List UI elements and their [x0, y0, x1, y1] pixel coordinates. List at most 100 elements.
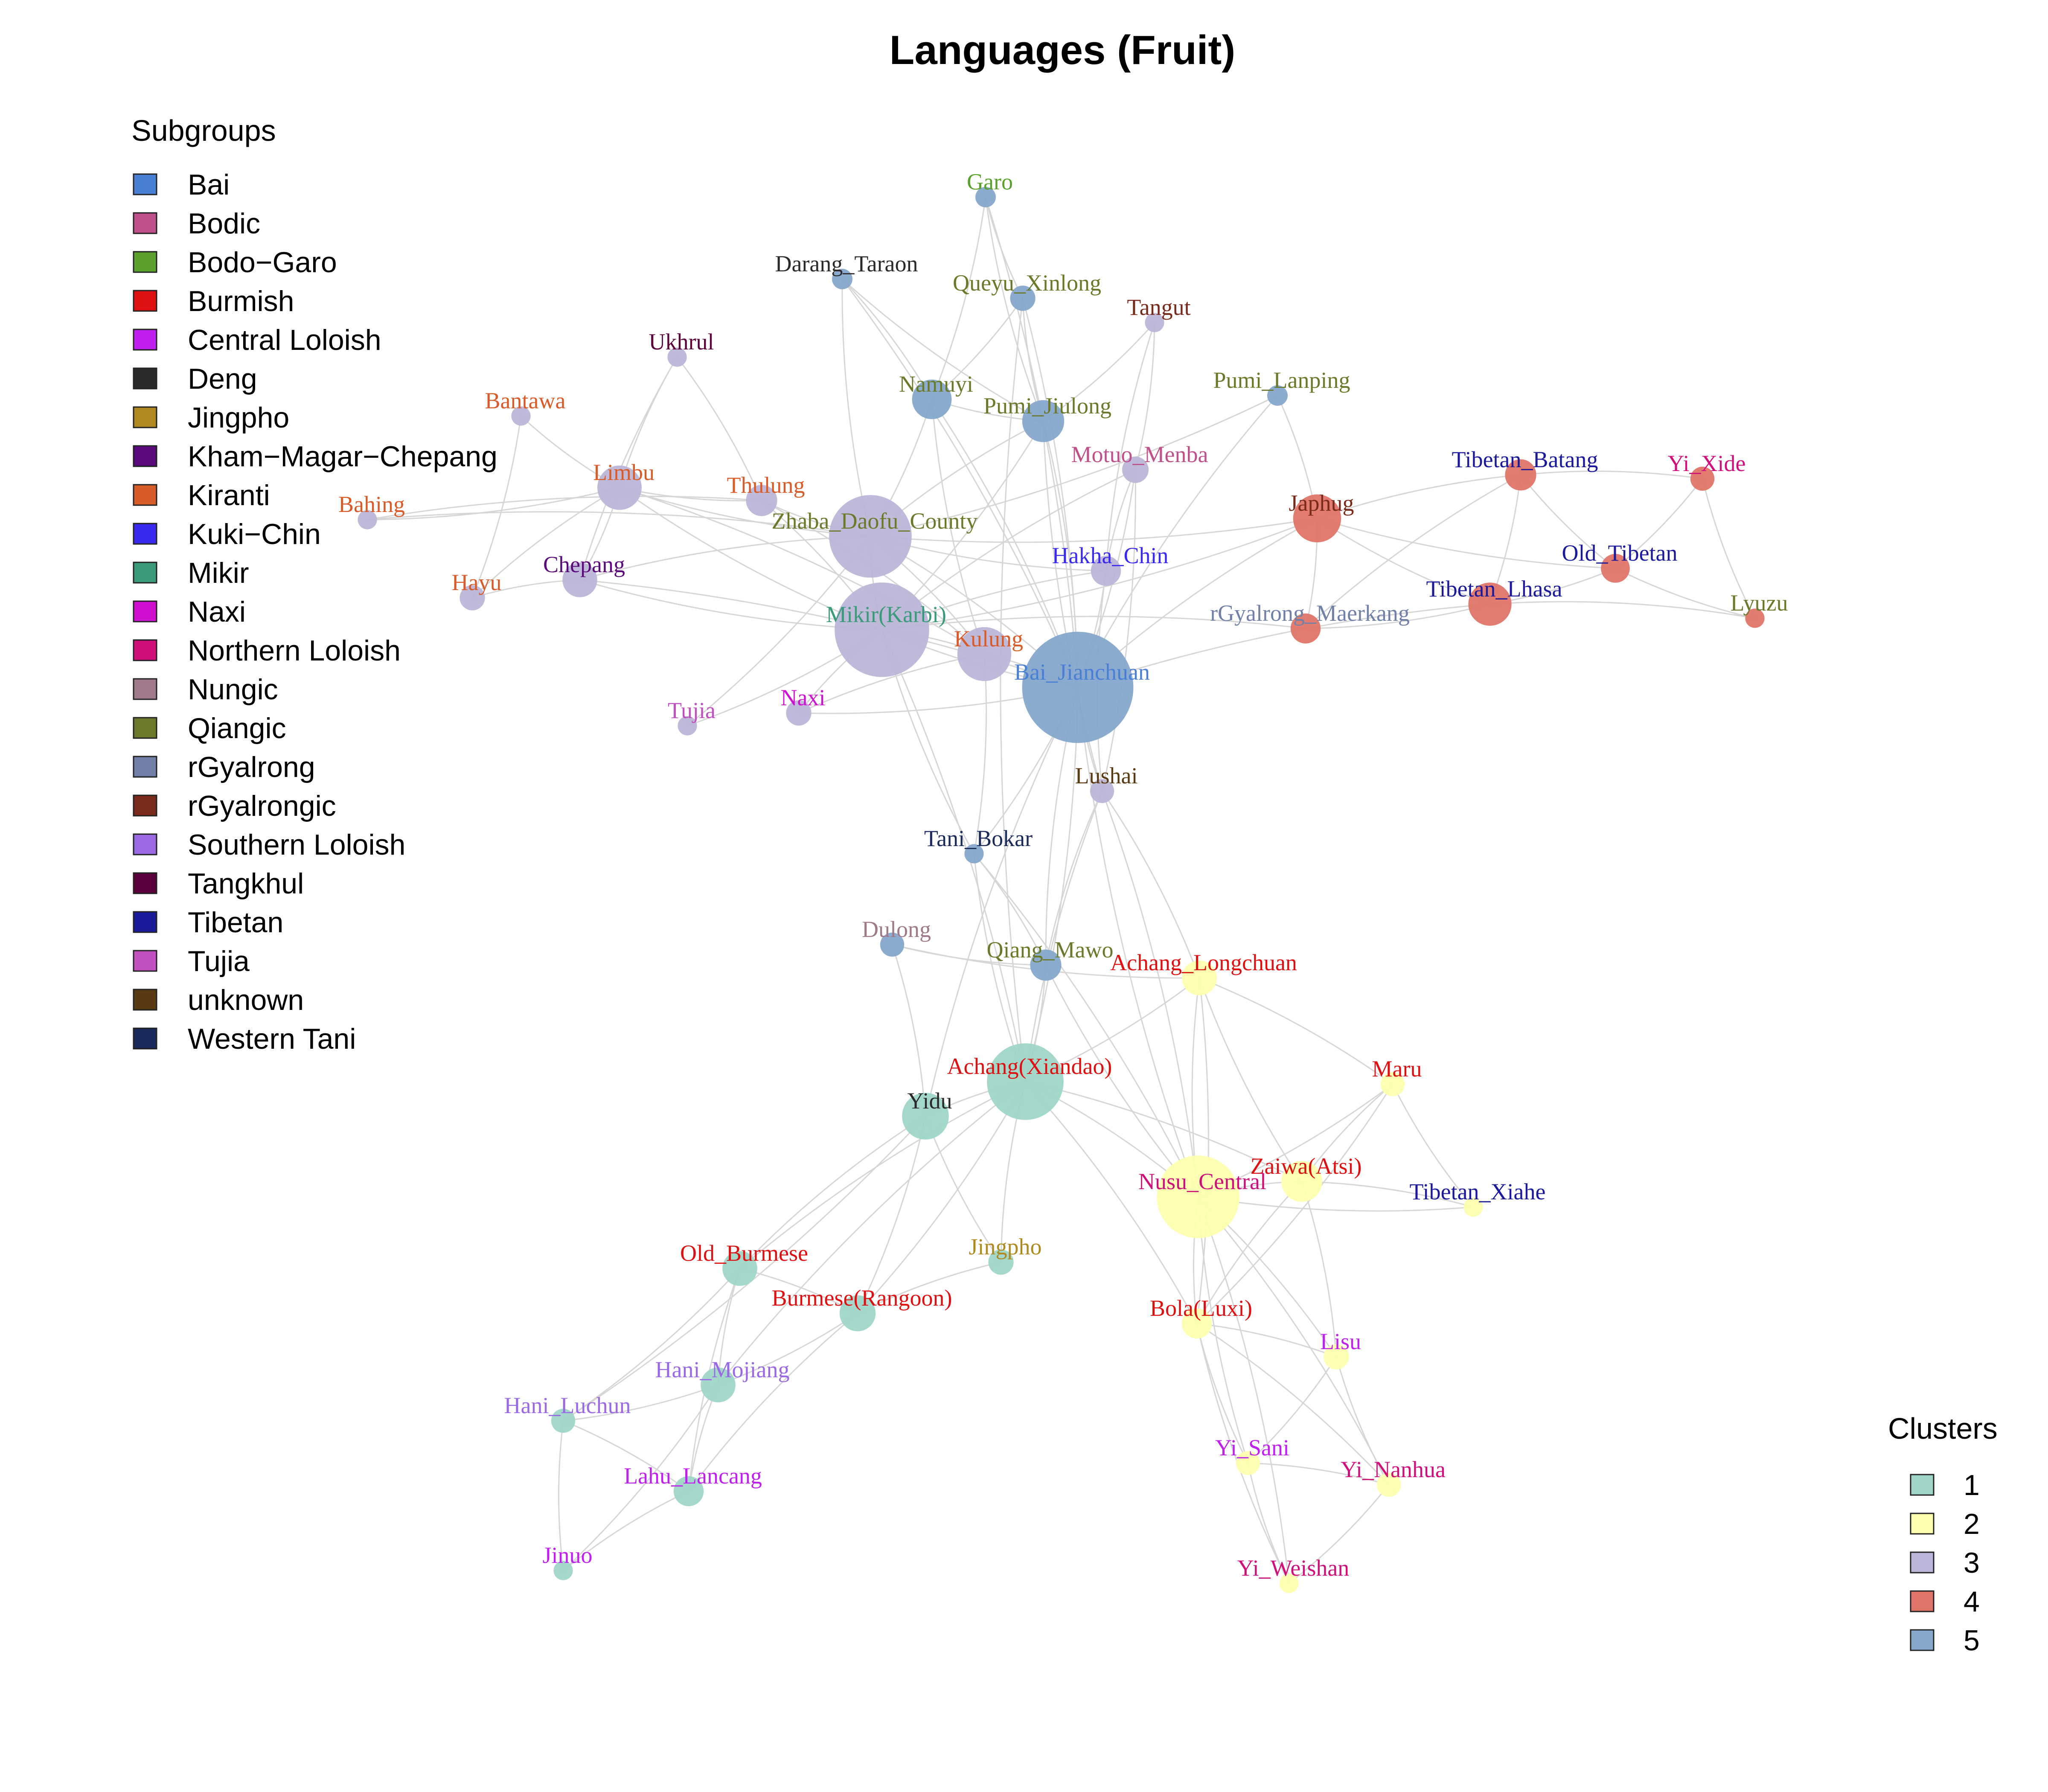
edge-garo-queyu-xinlong [985, 197, 1024, 299]
node-jingpho[interactable] [988, 1249, 1014, 1275]
node-rgyalrong-maerkang[interactable] [1290, 613, 1321, 644]
node-burmese-rangoon[interactable] [839, 1295, 876, 1332]
node-japhug[interactable] [1293, 494, 1341, 543]
node-qiang-mawo[interactable] [1030, 949, 1062, 981]
node-achang-xiandao[interactable] [987, 1043, 1064, 1120]
node-label-thulung: Thulung [727, 472, 805, 498]
node-bantawa[interactable] [511, 406, 531, 426]
node-yi-xide[interactable] [1690, 466, 1715, 491]
cluster-label-2: 2 [1964, 1508, 1980, 1540]
subgroup-label-unknown: unknown [188, 984, 304, 1016]
node-ukhrul[interactable] [667, 347, 687, 367]
edge-hani-luchun-jinuo [558, 1420, 564, 1571]
node-label-qiang-mawo: Qiang_Mawo [987, 937, 1114, 963]
node-label-darang-taraon: Darang_Taraon [775, 251, 918, 276]
node-label-pumi-lanping: Pumi_Lanping [1213, 367, 1350, 393]
node-hayu[interactable] [460, 585, 485, 611]
edge-bola-luxi-yi-weishan [1196, 1323, 1290, 1584]
node-yi-weishan[interactable] [1279, 1574, 1299, 1593]
node-label-achang-longchuan: Achang_Longchuan [1110, 950, 1297, 975]
edge-nusu-central-yi-nanhua [1197, 1196, 1390, 1485]
node-label-yi-weishan: Yi_Weishan [1237, 1555, 1350, 1581]
node-label-tujia: Tujia [668, 698, 716, 723]
node-limbu[interactable] [597, 465, 642, 510]
edge-zaiwa-atsi-bola-luxi [1196, 1181, 1303, 1324]
node-naxi[interactable] [786, 700, 812, 726]
edge-yi-xide-lyuzu [1702, 478, 1756, 619]
node-label-bai-jianchuan: Bai_Jianchuan [1014, 659, 1150, 685]
node-lyuzu[interactable] [1745, 608, 1765, 628]
node-tujia[interactable] [678, 716, 697, 736]
subgroup-swatch-deng [133, 367, 157, 390]
node-queyu-xinlong[interactable] [1010, 285, 1036, 311]
subgroup-label-western-tani: Western Tani [188, 1023, 356, 1055]
node-kulung[interactable] [957, 627, 1012, 681]
node-thulung[interactable] [746, 485, 777, 516]
cluster-label-5: 5 [1964, 1624, 1980, 1657]
subgroup-swatch-qiangic [133, 717, 157, 739]
edge-lahu-lancang-jinuo [563, 1490, 689, 1571]
node-tibetan-lhasa[interactable] [1468, 582, 1512, 626]
cluster-swatch-1 [1910, 1474, 1935, 1496]
subgroup-label-tibetan: Tibetan [188, 906, 283, 939]
node-hani-luchun[interactable] [551, 1408, 576, 1433]
edge-achang-xiandao-hani-mojiang [717, 1081, 1026, 1385]
node-namuyi[interactable] [912, 379, 952, 419]
node-maru[interactable] [1380, 1072, 1405, 1097]
node-label-yidu: Yidu [907, 1088, 952, 1114]
node-tani-bokar[interactable] [964, 844, 984, 864]
node-bai-jianchuan[interactable] [1022, 631, 1134, 743]
edge-achang-xiandao-burmese-rangoon [857, 1081, 1026, 1314]
node-zhaba-daofu-county[interactable] [829, 495, 912, 578]
node-tibetan-batang[interactable] [1505, 459, 1536, 491]
node-motuo-menba[interactable] [1122, 457, 1149, 483]
node-yi-nanhua[interactable] [1376, 1472, 1401, 1497]
node-label-tibetan-lhasa: Tibetan_Lhasa [1426, 576, 1562, 602]
node-zaiwa-atsi[interactable] [1281, 1161, 1322, 1202]
node-achang-longchuan[interactable] [1182, 960, 1217, 995]
node-lisu[interactable] [1324, 1344, 1349, 1370]
edge-yi-xide-old-tibetan [1615, 478, 1703, 569]
node-hakha-chin[interactable] [1091, 556, 1121, 586]
node-darang-taraon[interactable] [832, 269, 852, 289]
node-tangut[interactable] [1145, 313, 1164, 332]
edge-nusu-central-yi-weishan [1197, 1196, 1290, 1584]
node-lushai[interactable] [1090, 779, 1114, 803]
node-yi-sani[interactable] [1236, 1451, 1260, 1475]
node-jinuo[interactable] [553, 1561, 573, 1580]
subgroup-swatch-western-tani [133, 1027, 157, 1050]
cluster-label-3: 3 [1964, 1547, 1980, 1579]
node-garo[interactable] [975, 187, 996, 207]
subgroup-swatch-bodic [133, 212, 157, 234]
node-pumi-jiulong[interactable] [1022, 400, 1065, 442]
node-pumi-lanping[interactable] [1267, 385, 1288, 406]
node-label-nusu-central: Nusu_Central [1138, 1169, 1266, 1194]
edge-maru-bola-luxi [1196, 1084, 1393, 1324]
node-mikir-karbi[interactable] [835, 582, 929, 677]
node-old-burmese[interactable] [722, 1251, 757, 1286]
node-tibetan-xiahe[interactable] [1463, 1197, 1483, 1217]
node-bola-luxi[interactable] [1181, 1308, 1212, 1339]
subgroup-label-central-loloish: Central Loloish [188, 324, 381, 356]
node-label-jinuo: Jinuo [542, 1542, 592, 1568]
node-label-kulung: Kulung [954, 626, 1023, 652]
node-hani-mojiang[interactable] [701, 1367, 736, 1402]
node-label-naxi: Naxi [781, 685, 826, 710]
node-nusu-central[interactable] [1157, 1155, 1239, 1238]
subgroups-legend: Subgroups Bai Bodic Bodo−Garo Burmish Centra… [131, 114, 497, 1055]
node-old-tibetan[interactable] [1601, 554, 1630, 583]
node-label-lisu: Lisu [1320, 1329, 1361, 1354]
subgroup-label-jingpho: Jingpho [188, 401, 289, 434]
node-lahu-lancang[interactable] [673, 1476, 704, 1507]
subgroup-label-mikir: Mikir [188, 557, 249, 589]
node-chepang[interactable] [562, 562, 597, 597]
node-label-tani-bokar: Tani_Bokar [924, 826, 1033, 851]
node-label-pumi-jiulong: Pumi_Jiulong [983, 393, 1111, 419]
subgroup-label-southern-loloish: Southern Loloish [188, 829, 405, 861]
node-yidu[interactable] [902, 1093, 949, 1140]
node-dulong[interactable] [880, 932, 905, 957]
edge-dulong-yidu [891, 944, 926, 1117]
node-bahing[interactable] [358, 510, 377, 529]
edge-bai-jianchuan-nusu-central [1077, 687, 1199, 1197]
node-label-bola-luxi: Bola(Luxi) [1150, 1295, 1252, 1321]
